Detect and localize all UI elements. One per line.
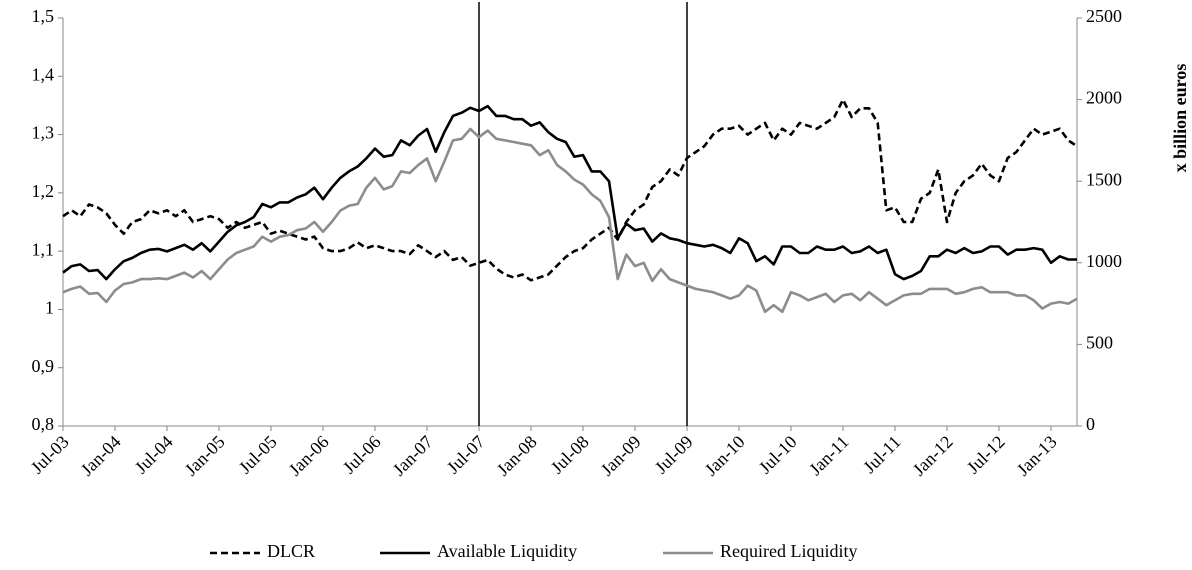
x-tick-label: Jul-03 [27, 432, 73, 478]
y-tick-label: 1 [45, 298, 54, 318]
y2-axis-label: x billion euros [1170, 64, 1190, 173]
x-tick-label: Jan-05 [181, 432, 229, 480]
x-tick-label: Jan-08 [493, 432, 541, 480]
x-tick-label: Jul-11 [859, 432, 904, 477]
x-tick-label: Jan-06 [285, 432, 333, 480]
x-tick-label: Jan-10 [701, 432, 749, 480]
y-tick-label: 1,4 [32, 64, 55, 84]
x-tick-label: Jan-09 [597, 432, 645, 480]
series-line [62, 98, 1078, 282]
legend-label: Available Liquidity [437, 541, 577, 561]
x-tick-label: Jul-10 [755, 432, 801, 478]
y2-tick-label: 1000 [1086, 251, 1122, 271]
y2-tick-label: 2500 [1086, 6, 1122, 26]
x-tick-label: Jul-12 [963, 432, 1009, 478]
y2-tick-label: 2000 [1086, 88, 1122, 108]
x-tick-label: Jan-12 [909, 432, 957, 480]
x-tick-label: Jul-09 [651, 432, 697, 478]
y-tick-label: 1,2 [32, 181, 55, 201]
y-tick-label: 1,3 [32, 123, 55, 143]
x-tick-label: Jul-06 [339, 432, 385, 478]
series-line [62, 127, 1078, 314]
x-tick-label: Jul-04 [131, 432, 177, 478]
legend-label: DLCR [267, 541, 315, 561]
series-line [62, 104, 1077, 281]
x-tick-label: Jan-04 [77, 432, 125, 480]
x-tick-label: Jul-07 [443, 432, 489, 478]
y-tick-label: 1,5 [32, 6, 55, 26]
y2-tick-label: 1500 [1086, 169, 1122, 189]
y-tick-label: 0,8 [32, 414, 55, 434]
y2-tick-label: 500 [1086, 333, 1113, 353]
x-tick-label: Jul-08 [547, 432, 593, 478]
y-tick-label: 0,9 [32, 356, 55, 376]
legend-label: Required Liquidity [720, 541, 857, 561]
x-tick-label: Jan-11 [805, 432, 853, 480]
y2-tick-label: 0 [1086, 414, 1095, 434]
x-tick-label: Jan-07 [389, 432, 437, 480]
x-tick-label: Jan-13 [1013, 432, 1061, 480]
x-tick-label: Jul-05 [235, 432, 281, 478]
y-tick-label: 1,1 [32, 239, 55, 259]
